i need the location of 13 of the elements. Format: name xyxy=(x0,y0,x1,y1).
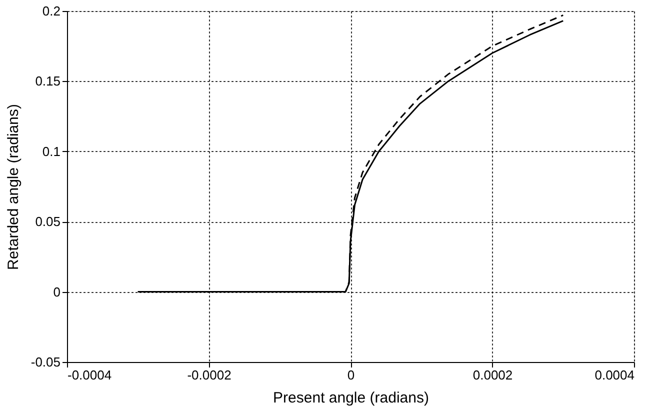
y-tick-label: 0.15 xyxy=(35,74,60,89)
y-tick-label: -0.05 xyxy=(30,354,60,370)
x-tick-label: 0.0002 xyxy=(472,368,513,382)
x-tick-label: -0.0002 xyxy=(187,368,232,382)
y-axis-title: Retarded angle (radians) xyxy=(4,104,22,270)
y-tick-label: 0.05 xyxy=(35,214,60,230)
y-tick-label: 0.2 xyxy=(42,4,60,18)
y-tick-label: 0 xyxy=(53,284,60,300)
x-tick-label: 0.0004 xyxy=(594,368,634,382)
x-tick-label: 0 xyxy=(347,368,355,382)
x-tick-label: -0.0004 xyxy=(68,368,112,382)
y-tick-label: 0.1 xyxy=(42,144,60,159)
x-axis-title: Present angle (radians) xyxy=(273,390,429,406)
